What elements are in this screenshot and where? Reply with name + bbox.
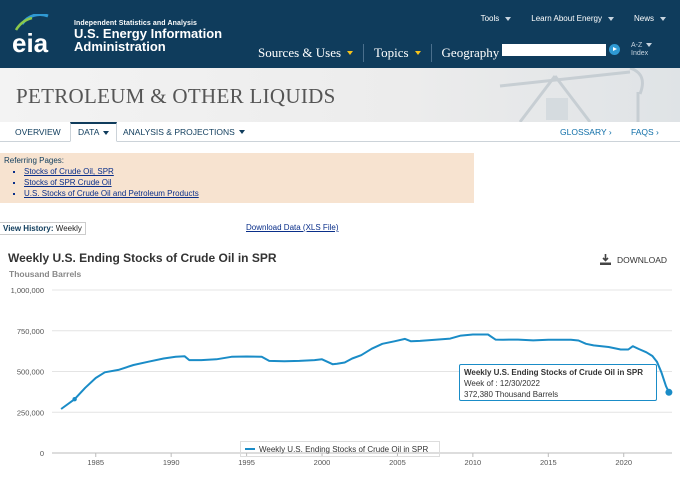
x-tick-label: 2020 [615, 458, 632, 467]
y-tick-label: 500,000 [17, 368, 44, 377]
tab-analysis-label: ANALYSIS & PROJECTIONS [123, 126, 235, 137]
glossary-link[interactable]: GLOSSARY › [553, 122, 619, 142]
view-history[interactable]: View History: Weekly [0, 222, 86, 235]
view-history-label: View History: [3, 224, 54, 233]
y-tick-label: 750,000 [17, 327, 44, 336]
site-header: eia Independent Statistics and Analysis … [0, 0, 680, 68]
tab-overview-label: OVERVIEW [15, 126, 61, 137]
util-learn-label: Learn About Energy [531, 14, 602, 23]
az-index-link[interactable]: A-Z Index [631, 42, 653, 58]
y-tick-label: 250,000 [17, 408, 44, 417]
eia-logo[interactable]: eia [8, 13, 68, 58]
x-tick-label: 2005 [389, 458, 406, 467]
search-input[interactable] [502, 44, 606, 56]
org-name-line1: U.S. Energy Information [74, 26, 223, 41]
data-point [665, 388, 673, 396]
nav-sources-uses[interactable]: Sources & Uses [248, 45, 363, 61]
chart-download-label: DOWNLOAD [617, 254, 668, 265]
chart-tooltip: Weekly U.S. Ending Stocks of Crude Oil i… [459, 364, 657, 401]
chevron-down-icon [646, 43, 653, 47]
nav-sources-uses-label: Sources & Uses [258, 45, 342, 60]
tab-overview[interactable]: OVERVIEW [8, 122, 68, 142]
download-xls-link[interactable]: Download Data (XLS File) [246, 223, 339, 232]
chevron-down-icon [607, 16, 614, 21]
org-tagline: Independent Statistics and Analysis [74, 20, 198, 27]
chart-ylabel: Thousand Barrels [9, 269, 82, 279]
tooltip-title: Weekly U.S. Ending Stocks of Crude Oil i… [464, 368, 643, 377]
nav-topics-label: Topics [374, 45, 409, 60]
page-title: PETROLEUM & OTHER LIQUIDS [16, 84, 336, 108]
x-tick-label: 2010 [465, 458, 482, 467]
legend-swatch [245, 448, 255, 450]
util-tools-label: Tools [480, 14, 500, 23]
util-learn[interactable]: Learn About Energy [531, 14, 614, 23]
referring-link[interactable]: Stocks of Crude Oil, SPR [24, 166, 470, 177]
referring-list: Stocks of Crude Oil, SPR Stocks of SPR C… [24, 166, 470, 199]
chart-legend[interactable]: Weekly U.S. Ending Stocks of Crude Oil i… [240, 441, 440, 457]
x-tick-label: 2015 [540, 458, 557, 467]
legend-label: Weekly U.S. Ending Stocks of Crude Oil i… [259, 444, 429, 454]
faqs-label: FAQS › [631, 126, 659, 137]
y-tick-label: 0 [40, 449, 44, 458]
chevron-down-icon [238, 130, 245, 134]
chart-title: Weekly U.S. Ending Stocks of Crude Oil i… [8, 251, 277, 265]
util-tools[interactable]: Tools [481, 14, 512, 23]
chevron-down-icon [660, 16, 666, 21]
az-label: A-Z [631, 42, 643, 49]
nav-geography-label: Geography [441, 45, 500, 60]
nav-topics[interactable]: Topics [364, 45, 430, 61]
view-history-value: Weekly [55, 224, 82, 233]
tooltip-week: Week of : 12/30/2022 [464, 379, 540, 388]
index-label: Index [631, 50, 649, 57]
search-go-icon[interactable] [609, 44, 620, 55]
section-subnav: OVERVIEW DATA ANALYSIS & PROJECTIONS GLO… [0, 122, 680, 142]
tab-analysis-projections[interactable]: ANALYSIS & PROJECTIONS [116, 122, 252, 142]
referring-pages-title: Referring Pages: [4, 156, 65, 165]
nav-divider [430, 44, 432, 62]
data-point [72, 397, 77, 402]
y-tick-label: 1,000,000 [11, 286, 44, 295]
chevron-down-icon [505, 16, 512, 21]
org-name[interactable]: Independent Statistics and Analysis U.S.… [74, 20, 222, 53]
faqs-link[interactable]: FAQS › [624, 122, 666, 142]
x-tick-label: 1995 [238, 458, 255, 467]
x-tick-label: 1990 [163, 458, 180, 467]
x-tick-label: 1985 [87, 458, 104, 467]
nav-divider [363, 44, 365, 62]
main-nav: Sources & Uses Topics Geography [248, 44, 521, 62]
chevron-down-icon [414, 51, 421, 55]
glossary-label: GLOSSARY › [560, 126, 612, 137]
org-name-line2: Administration [74, 39, 166, 54]
referring-pages: Referring Pages: Stocks of Crude Oil, SP… [0, 153, 474, 203]
tooltip-value: 372,380 Thousand Barrels [464, 390, 559, 399]
series-line [60, 333, 670, 410]
referring-link[interactable]: U.S. Stocks of Crude Oil and Petroleum P… [24, 188, 470, 199]
svg-text:eia: eia [12, 28, 49, 58]
util-news-label: News [633, 14, 654, 23]
utility-nav: Tools Learn About Energy News [461, 14, 666, 23]
download-icon [600, 254, 611, 265]
chevron-down-icon [347, 51, 354, 55]
tab-data-label: DATA [78, 127, 100, 137]
x-tick-label: 2000 [314, 458, 331, 467]
referring-link[interactable]: Stocks of SPR Crude Oil [24, 177, 470, 188]
chevron-down-icon [103, 130, 110, 135]
chart-download-button[interactable]: DOWNLOAD [600, 254, 667, 265]
tab-data[interactable]: DATA [70, 122, 118, 142]
util-news[interactable]: News [634, 14, 666, 23]
section-banner: PETROLEUM & OTHER LIQUIDS [0, 68, 680, 122]
oil-pump-image [499, 68, 644, 122]
